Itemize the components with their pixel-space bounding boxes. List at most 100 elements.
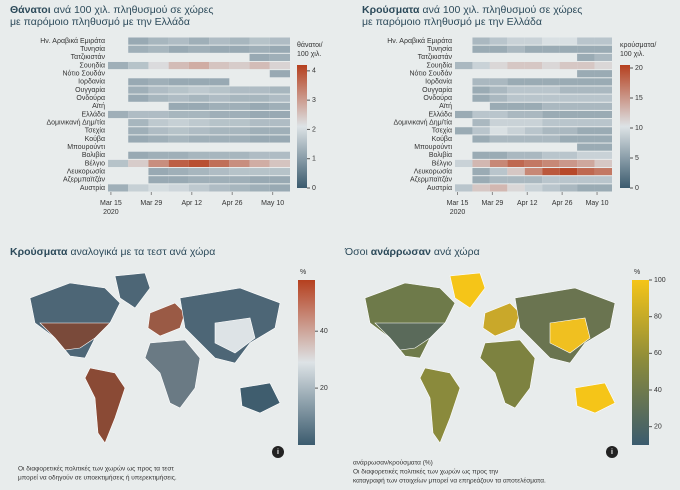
footnote: ανάρρωσαν/κρούσματα (%) [353, 459, 433, 467]
colorbar-tick-label: 0 [635, 185, 639, 192]
row-label: Ην. Αραβικά Εμιράτα [387, 37, 452, 45]
heat-cell [524, 110, 543, 119]
heat-cell [188, 176, 210, 184]
heat-cell [455, 61, 473, 70]
heat-cell [229, 86, 250, 94]
heat-cell [269, 151, 290, 159]
svg-text:i: i [611, 449, 613, 456]
colorbar-tick-label: 20 [320, 385, 328, 392]
heat-cell [577, 45, 595, 53]
row-label: Ιορδανία [78, 78, 105, 86]
heat-cell [472, 159, 490, 168]
heat-cell [148, 127, 169, 135]
panel-title: Κρούσματα αναλογικά με τα τεστ ανά χώρα [10, 246, 215, 258]
heat-cell [489, 61, 508, 70]
heat-cell [188, 94, 210, 102]
heat-cell [577, 94, 595, 102]
heat-cell [559, 86, 578, 94]
heat-cell [524, 86, 543, 94]
heat-cell [209, 78, 230, 86]
footnote: Οι διαφορετικές πολιτικές των χωρών ως π… [353, 468, 498, 476]
colorbar-tick-label: 40 [320, 328, 328, 335]
heat-cell [269, 159, 290, 168]
heat-cell [269, 110, 290, 119]
heat-cell [249, 159, 270, 168]
heat-cell [209, 119, 230, 127]
heat-cell [542, 159, 560, 168]
heat-cell [229, 119, 250, 127]
heat-cell [524, 45, 543, 53]
colorbar-tick-label: 0 [312, 185, 316, 192]
heat-cell [249, 127, 270, 135]
heat-cell [472, 86, 490, 94]
heat-cell [188, 110, 210, 119]
heat-cell [269, 102, 290, 110]
heat-cell [524, 37, 543, 45]
title-part: Όσοι [344, 246, 368, 258]
heat-cell [269, 127, 290, 135]
x-tick-label: Apr 26 [552, 200, 573, 207]
row-label: Λευκορωσία [67, 167, 105, 175]
heat-cell [524, 176, 543, 184]
row-label: Ελλάδα [428, 110, 452, 118]
heat-cell [507, 94, 525, 102]
svg-text:i: i [277, 449, 279, 456]
x-tick-label: Mar 15 [100, 200, 122, 207]
heat-cell [108, 110, 129, 119]
heat-cell [209, 45, 230, 53]
heat-cell [148, 86, 169, 94]
heat-cell [577, 151, 595, 159]
heat-cell [524, 94, 543, 102]
title-part: αναλογικά με τα τεστ ανά χώρα [71, 246, 216, 258]
heat-cell [542, 127, 560, 135]
heat-cell [229, 176, 250, 184]
heat-cell [507, 45, 525, 53]
heat-cell [489, 102, 508, 110]
heat-cell [507, 176, 525, 184]
info-icon[interactable]: i [272, 446, 284, 458]
heat-cell [559, 151, 578, 159]
heat-cell [577, 102, 595, 110]
heat-cell [269, 61, 290, 70]
panel-title: Θάνατοι ανά 100 χιλ. πληθυσμού σε χώρες [10, 4, 214, 16]
heat-cell [489, 37, 508, 45]
heat-cell [188, 102, 210, 110]
colorbar-tick-label: 60 [654, 350, 662, 357]
heat-cell [577, 135, 595, 143]
heat-cell [542, 151, 560, 159]
colorbar [298, 280, 315, 445]
row-label: Τσεχία [85, 127, 105, 135]
heat-cell [472, 168, 490, 176]
heat-cell [489, 135, 508, 143]
heat-cell [249, 110, 270, 119]
x-tick-label: Apr 12 [181, 200, 202, 207]
heat-cell [507, 135, 525, 143]
heat-cell [108, 184, 129, 192]
heat-cell [148, 119, 169, 127]
heat-cell [108, 159, 129, 168]
heat-cell [559, 135, 578, 143]
world-map [29, 272, 281, 444]
row-label: Δομινικανή Δημ/τία [46, 119, 105, 127]
heat-cell [209, 168, 230, 176]
heat-cell [455, 127, 473, 135]
colorbar-tick-label: 40 [654, 387, 662, 394]
heat-cell [229, 127, 250, 135]
row-label: Ουγγαρία [422, 86, 452, 94]
heat-cell [188, 78, 210, 86]
heat-cell [269, 86, 290, 94]
heat-cell [594, 143, 612, 151]
heat-cell [209, 176, 230, 184]
colorbar-tick-label: 80 [654, 314, 662, 321]
heat-cell [559, 168, 578, 176]
heat-cell [472, 61, 490, 70]
row-label: Τατζικιστάν [418, 53, 453, 61]
heat-cell [507, 184, 525, 192]
heat-cell [577, 127, 595, 135]
heat-cell [229, 159, 250, 168]
heat-cell [128, 37, 149, 45]
title-part: ανά χώρα [434, 246, 480, 258]
colorbar-label: θάνατοι/ [297, 41, 323, 49]
info-icon[interactable]: i [606, 446, 618, 458]
heat-cell [249, 168, 270, 176]
